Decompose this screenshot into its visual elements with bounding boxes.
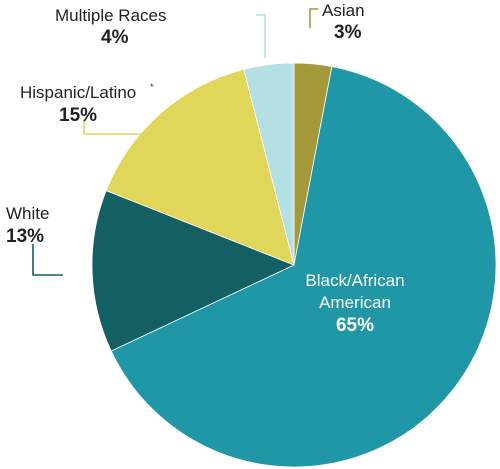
pie-slice-black-african-american [110,66,497,468]
label-hispanic-name: Hispanic/Latino [20,83,136,102]
label-multiple-races-value: 4% [101,27,129,48]
leader-line-hispanic [83,120,152,135]
pie-slice-white [91,190,296,352]
label-black-line2: American [319,293,391,312]
pie-slice-multiple-races [243,62,295,266]
label-white-value: 13% [6,226,44,247]
pie-slice-hispanic-latino [105,68,295,266]
label-black-line1: Black/African [305,271,404,290]
leader-line-asian [309,8,318,28]
pie-slices [91,62,497,468]
label-asian-value: 3% [334,22,362,43]
label-multiple-races-name: Multiple Races [55,6,167,25]
label-hispanic-value: 15% [59,105,97,126]
label-hispanic-footnote: * [150,82,154,92]
label-white-name: White [6,204,49,223]
label-asian-name: Asian [322,1,365,20]
leader-line-multiple-races [256,14,266,58]
label-black-value: 65% [336,315,374,336]
leader-line-white [32,244,63,276]
